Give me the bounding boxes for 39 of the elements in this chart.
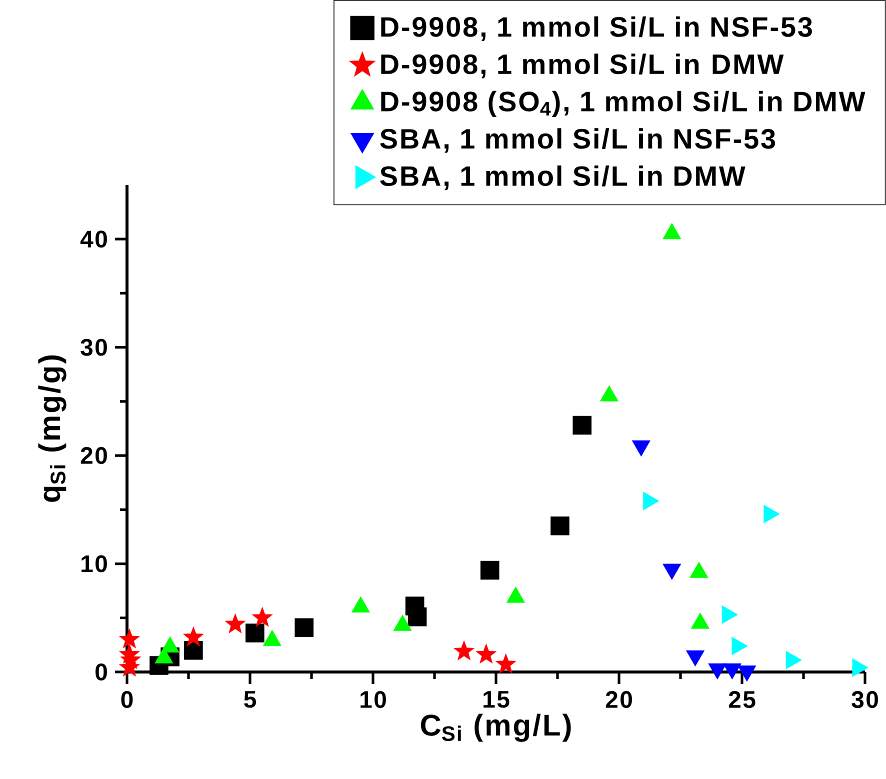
legend-label: D-9908, 1 mmol Si/L in NSF-53 xyxy=(381,16,812,41)
point xyxy=(722,606,738,624)
y-axis-title: q$_{Si}$ (mg/g) xyxy=(38,355,66,502)
x-tick-label: 30 xyxy=(852,691,878,708)
y-tick-label: 20 xyxy=(80,447,107,464)
point xyxy=(496,654,516,673)
point xyxy=(643,492,659,510)
y-tick-label: 0 xyxy=(96,663,107,680)
point xyxy=(732,636,748,656)
point xyxy=(852,658,868,677)
point xyxy=(184,640,203,660)
point xyxy=(294,618,314,638)
x-tick-label: 25 xyxy=(728,691,756,708)
point xyxy=(246,624,264,642)
legend-label: D-9908 (SO$_{4}$), 1 mmol Si/L in DMW xyxy=(381,90,866,117)
x-tick-label: 5 xyxy=(244,691,256,708)
x-axis-title: C$_{Si}$ (mg/L) xyxy=(420,714,571,742)
x-tick-label: 10 xyxy=(360,691,386,708)
point xyxy=(252,607,272,626)
y-tick-label: 10 xyxy=(82,555,107,572)
point xyxy=(480,560,500,580)
legend-label: SBA, 1 mmol Si/L in NSF-53 xyxy=(380,128,776,153)
point xyxy=(764,504,780,524)
point xyxy=(476,644,496,664)
point xyxy=(454,641,474,660)
x-tick-label: 20 xyxy=(606,691,632,708)
legend-label: SBA, 1 mmol Si/L in DMW xyxy=(380,165,746,190)
point xyxy=(184,626,204,646)
point xyxy=(786,651,802,670)
point xyxy=(408,607,427,626)
point xyxy=(572,416,592,435)
point xyxy=(225,614,246,633)
x-tick-label: 15 xyxy=(484,691,510,708)
point xyxy=(120,629,140,648)
y-tick-label: 30 xyxy=(80,338,107,356)
y-tick-label: 40 xyxy=(80,230,107,248)
point xyxy=(550,516,570,536)
legend-label: D-9908, 1 mmol Si/L in DMW xyxy=(381,54,784,78)
x-tick-label: 0 xyxy=(121,691,133,708)
